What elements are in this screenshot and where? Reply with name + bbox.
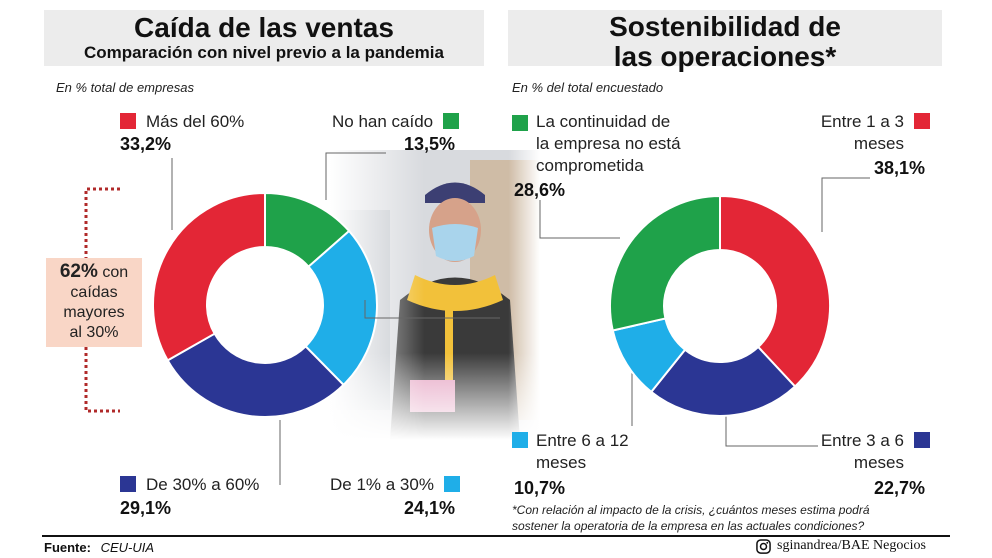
- donut-left-slice-2: [166, 332, 345, 418]
- legend-6-12-meses: Entre 6 a 12 meses: [512, 430, 629, 474]
- left-title-box: Caída de las ventas Comparación con nive…: [44, 10, 484, 66]
- donut-right-slice-1: [649, 345, 797, 417]
- legend-label: De 1% a 30%: [330, 475, 434, 494]
- value-continuidad: 28,6%: [514, 180, 566, 200]
- left-subtitle: Comparación con nivel previo a la pandem…: [84, 43, 444, 62]
- donut-chart-right: [609, 194, 831, 417]
- legend-1-30: De 1% a 30%: [330, 474, 460, 496]
- value-no-han-caido: 13,5%: [404, 134, 456, 154]
- legend-swatch-blue: [512, 432, 528, 448]
- footer-divider: [42, 535, 950, 537]
- donut-right-slice-3: [609, 194, 721, 332]
- donut-left-slice-3: [152, 191, 266, 362]
- legend-label-line1: Entre 6 a 12: [536, 431, 629, 450]
- right-title-line2: las operaciones*: [613, 41, 837, 72]
- legend-1-3-meses: Entre 1 a 3 meses: [806, 111, 930, 155]
- donut-left-slice-1: [304, 229, 378, 387]
- left-note: En % total de empresas: [56, 80, 195, 95]
- callout-text: con: [102, 264, 129, 281]
- footnote-line2: sostener la operatoria de la empresa en …: [512, 519, 865, 533]
- background-photo: [330, 150, 540, 440]
- legend-label-line1: La continuidad de: [536, 112, 671, 131]
- legend-swatch-red: [120, 113, 136, 129]
- legend-label: No han caído: [332, 112, 434, 131]
- legend-label-line2: meses: [536, 453, 587, 472]
- right-title-box: Sostenibilidad de las operaciones*: [508, 10, 942, 72]
- right-title-line1: Sostenibilidad de: [609, 11, 841, 42]
- callout-62: 62% con caídas mayores al 30%: [46, 258, 142, 347]
- callout-line4: al 30%: [69, 324, 119, 341]
- legend-swatch-navy: [120, 476, 136, 492]
- donut-chart-left: [152, 191, 378, 418]
- legend-label-line2: meses: [853, 134, 904, 153]
- callout-pct: 62%: [59, 261, 98, 282]
- legend-no-han-caido: No han caído: [332, 111, 460, 133]
- source-value: CEU-UIA: [100, 540, 155, 555]
- legend-swatch-green: [443, 113, 460, 129]
- legend-label-line1: Entre 3 a 6: [820, 431, 904, 450]
- value-6-12-meses: 10,7%: [514, 478, 566, 498]
- value-30-60: 29,1%: [120, 498, 172, 518]
- footer-credit[interactable]: sginandrea/BAE Negocios: [756, 538, 926, 554]
- legend-label-line2: meses: [853, 453, 904, 472]
- value-1-30: 24,1%: [404, 498, 456, 518]
- legend-30-60: De 30% a 60%: [120, 474, 259, 496]
- footer-source: Fuente: CEU-UIA: [44, 540, 154, 555]
- instagram-icon: [756, 538, 771, 554]
- donut-right-slice-0: [719, 194, 831, 388]
- left-title: Caída de las ventas: [134, 12, 394, 43]
- legend-label: Más del 60%: [146, 112, 245, 131]
- legend-label-line2: la empresa no está: [536, 134, 681, 153]
- legend-swatch-blue: [443, 476, 460, 492]
- right-note: En % del total encuestado: [512, 80, 664, 95]
- footnote-line1: *Con relación al impacto de la crisis, ¿…: [512, 503, 870, 517]
- legend-swatch-navy: [914, 432, 930, 448]
- legend-label-line3: comprometida: [536, 156, 644, 175]
- value-1-3-meses: 38,1%: [874, 158, 926, 178]
- legend-3-6-meses: Entre 3 a 6 meses: [806, 430, 930, 474]
- value-mas-60: 33,2%: [120, 134, 172, 154]
- credit-text: sginandrea/BAE Negocios: [777, 538, 926, 553]
- legend-swatch-green: [512, 115, 528, 131]
- legend-mas-60: Más del 60%: [120, 111, 244, 133]
- callout-line2: caídas: [70, 284, 118, 301]
- callout-line3: mayores: [63, 304, 125, 321]
- footnote: *Con relación al impacto de la crisis, ¿…: [512, 502, 870, 534]
- legend-continuidad: La continuidad de la empresa no está com…: [512, 111, 681, 177]
- source-label: Fuente:: [44, 540, 91, 555]
- legend-label-line1: Entre 1 a 3: [820, 112, 904, 131]
- legend-label: De 30% a 60%: [146, 475, 260, 494]
- value-3-6-meses: 22,7%: [874, 478, 926, 498]
- legend-swatch-red: [914, 113, 930, 129]
